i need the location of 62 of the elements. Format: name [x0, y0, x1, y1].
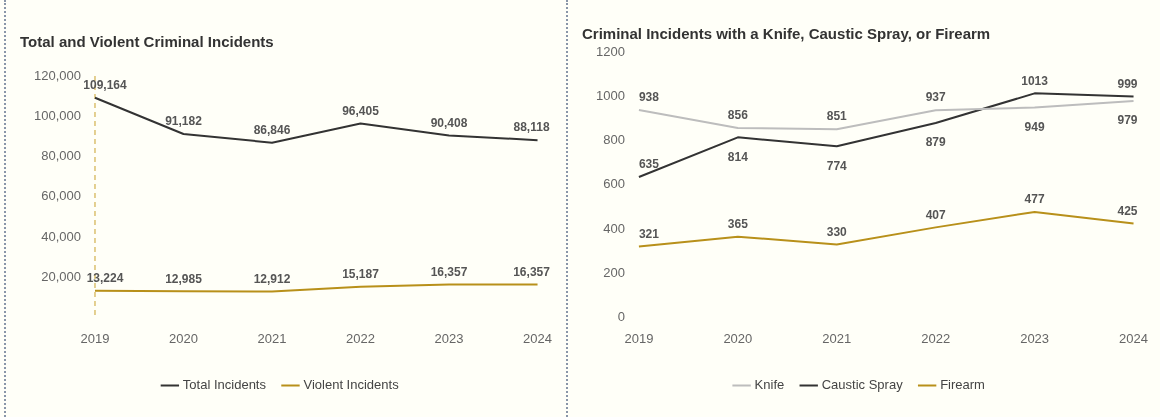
data-label: 16,357: [513, 264, 551, 279]
y-tick-label: 60,000: [41, 188, 81, 204]
data-label: 1013: [1021, 73, 1049, 88]
y-tick-label: 20,000: [41, 268, 81, 284]
data-label: 15,187: [342, 267, 380, 282]
x-tick-label: 2024: [1119, 330, 1148, 346]
data-label: 425: [1117, 203, 1138, 218]
x-tick-label: 2020: [169, 330, 198, 346]
x-tick-label: 2023: [1020, 330, 1050, 346]
y-tick-label: 1000: [596, 87, 625, 103]
legend-label: Total Incidents: [182, 377, 267, 393]
x-tick-label: 2022: [346, 330, 375, 346]
data-label: 109,164: [83, 78, 127, 93]
data-label: 851: [826, 109, 848, 124]
data-label: 856: [727, 108, 749, 123]
data-label: 949: [1024, 119, 1045, 134]
data-label: 96,405: [342, 103, 380, 118]
data-label: 979: [1117, 113, 1138, 128]
data-label: 91,182: [165, 114, 203, 129]
chart-title: Criminal Incidents with a Knife, Caustic Spray, or Firearm: [582, 25, 991, 43]
y-tick-label: 80,000: [41, 148, 81, 164]
chart-title: Total and Violent Criminal Incidents: [20, 33, 274, 51]
data-label: 330: [826, 224, 848, 239]
y-tick-label: 800: [603, 132, 625, 148]
y-tick-label: 1200: [596, 43, 625, 59]
data-label: 12,985: [165, 271, 203, 286]
data-label: 814: [727, 149, 749, 164]
x-tick-label: 2024: [523, 330, 552, 346]
data-label: 477: [1024, 192, 1045, 207]
x-tick-label: 2020: [723, 330, 753, 346]
x-tick-label: 2022: [921, 330, 951, 346]
data-label: 12,912: [253, 271, 291, 286]
legend-label: Caustic Spray: [821, 377, 904, 393]
data-label: 88,118: [513, 120, 550, 135]
y-tick-label: 40,000: [41, 228, 81, 244]
data-label: 90,408: [430, 115, 468, 130]
data-label: 13,224: [86, 271, 124, 286]
y-tick-label: 200: [603, 264, 625, 280]
x-tick-label: 2021: [822, 330, 852, 346]
y-tick-label: 0: [617, 308, 625, 324]
data-label: 937: [925, 90, 947, 105]
data-label: 16,357: [430, 264, 468, 279]
x-tick-label: 2019: [624, 330, 654, 346]
legend-label: Knife: [754, 377, 785, 393]
data-label: 938: [638, 90, 660, 105]
y-tick-label: 120,000: [33, 67, 81, 83]
y-tick-label: 600: [603, 176, 625, 192]
legend-label: Firearm: [940, 377, 985, 393]
data-label: 879: [925, 135, 947, 150]
legend-label: Violent Incidents: [303, 377, 400, 393]
x-tick-label: 2019: [80, 330, 110, 346]
data-label: 86,846: [253, 123, 291, 138]
x-tick-label: 2023: [434, 330, 464, 346]
data-label: 365: [727, 216, 749, 231]
data-label: 774: [826, 158, 848, 173]
data-label: 635: [638, 157, 660, 172]
x-tick-label: 2021: [257, 330, 287, 346]
y-tick-label: 100,000: [33, 107, 81, 123]
y-tick-label: 400: [603, 220, 625, 236]
data-label: 999: [1117, 76, 1138, 91]
data-label: 407: [925, 207, 947, 222]
data-label: 321: [638, 226, 660, 241]
